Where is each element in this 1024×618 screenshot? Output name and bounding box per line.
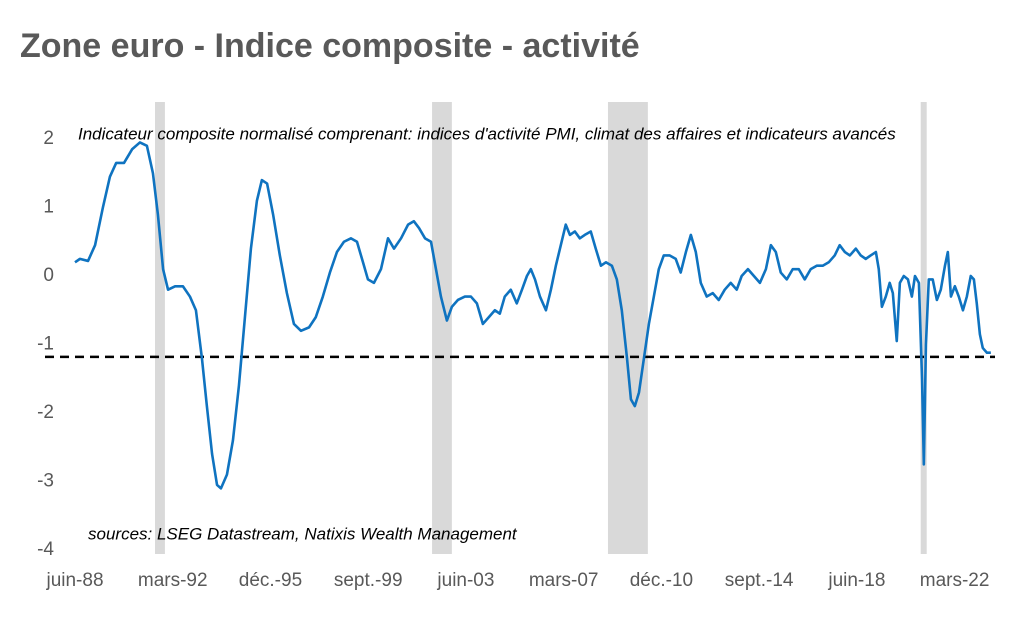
y-tick-label: 1	[43, 197, 54, 218]
y-tick-label: -3	[37, 471, 54, 492]
x-tick-label: juin-03	[436, 570, 494, 591]
x-tick-label: déc.-10	[630, 570, 693, 591]
source-note: sources: LSEG Datastream, Natixis Wealth…	[88, 524, 518, 543]
shaded-period	[155, 102, 165, 554]
y-tick-label: -4	[37, 539, 54, 560]
x-tick-label: sept.-14	[725, 570, 794, 591]
x-tick-label: juin-88	[45, 570, 103, 591]
x-tick-label: juin-18	[827, 570, 885, 591]
shaded-period	[920, 102, 927, 554]
data-line	[74, 141, 991, 490]
y-tick-label: 0	[43, 265, 54, 286]
subtitle: Indicateur composite normalisé comprenan…	[78, 124, 896, 143]
y-tick-label: -2	[37, 402, 54, 423]
x-tick-label: mars-22	[920, 570, 990, 591]
shaded-period	[607, 102, 648, 554]
x-tick-label: déc.-95	[239, 570, 302, 591]
y-tick-label: 2	[43, 128, 54, 149]
chart-title: Zone euro - Indice composite - activité	[20, 27, 640, 65]
x-tick-label: sept.-99	[334, 570, 403, 591]
plot-area: -4 -3 -2 -1 0 1 2 juin-88 mars-92 déc.-95 sept.-99…	[37, 102, 995, 591]
shaded-period	[432, 102, 452, 554]
x-tick-label: mars-92	[138, 570, 208, 591]
x-tick-label: mars-07	[529, 570, 599, 591]
y-tick-label: -1	[37, 334, 54, 355]
